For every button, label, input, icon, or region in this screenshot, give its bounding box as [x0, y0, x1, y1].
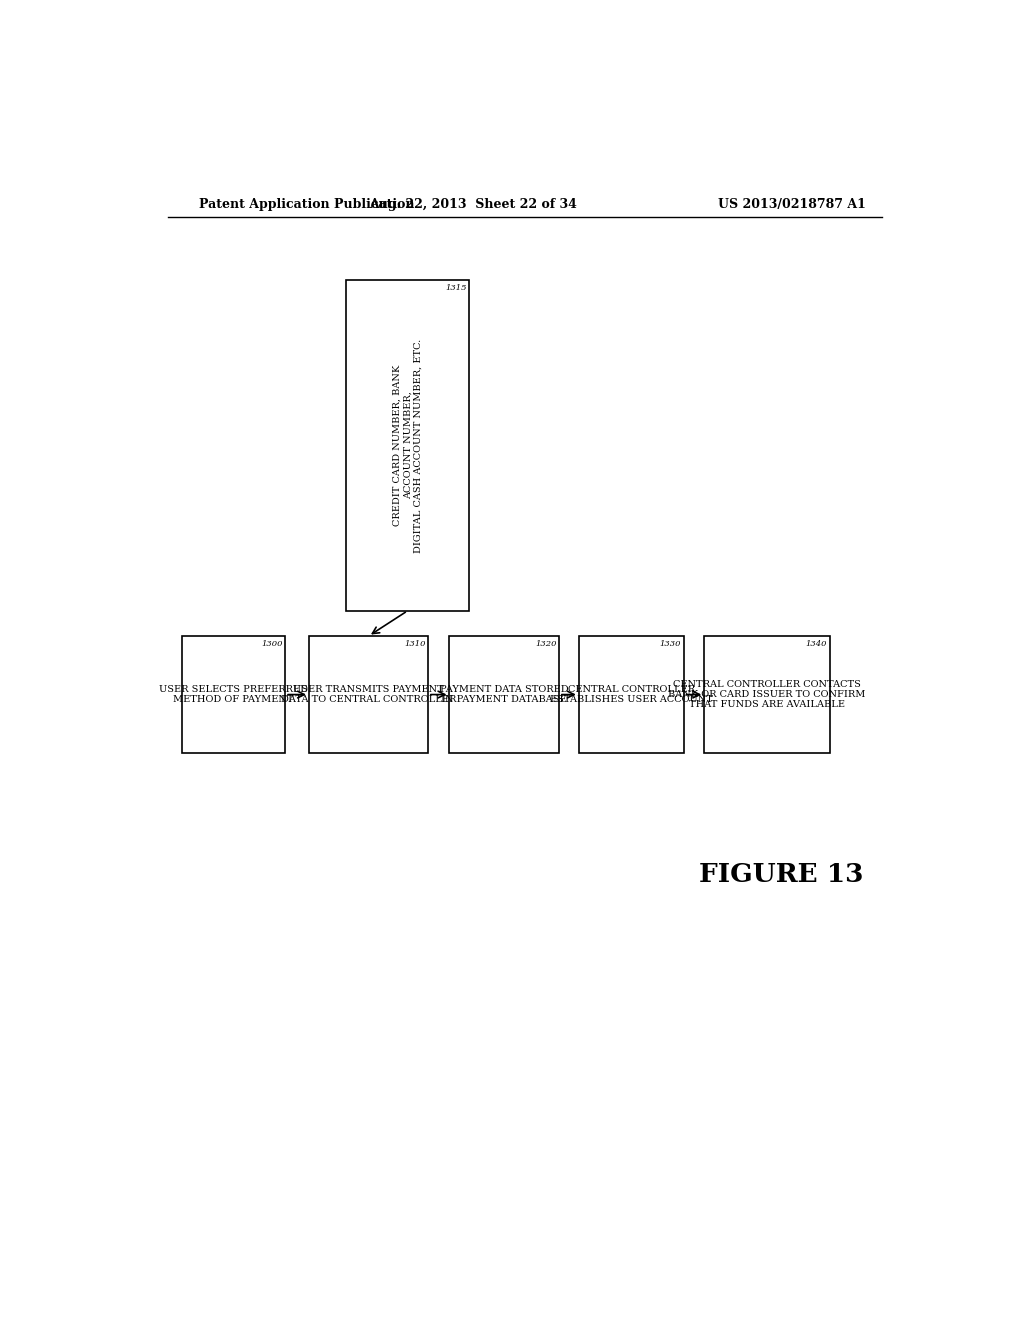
- Text: US 2013/0218787 A1: US 2013/0218787 A1: [718, 198, 866, 211]
- FancyBboxPatch shape: [182, 636, 285, 752]
- Text: FIGURE 13: FIGURE 13: [699, 862, 864, 887]
- FancyBboxPatch shape: [346, 280, 469, 611]
- FancyBboxPatch shape: [705, 636, 829, 752]
- Text: PAYMENT DATA STORED
IN PAYMENT DATABASE: PAYMENT DATA STORED IN PAYMENT DATABASE: [440, 685, 568, 705]
- FancyBboxPatch shape: [309, 636, 428, 752]
- Text: Aug. 22, 2013  Sheet 22 of 34: Aug. 22, 2013 Sheet 22 of 34: [370, 198, 578, 211]
- Text: USER TRANSMITS PAYMENT
DATA TO CENTRAL CONTROLLER: USER TRANSMITS PAYMENT DATA TO CENTRAL C…: [281, 685, 456, 705]
- Text: 1300: 1300: [261, 640, 283, 648]
- Text: 1315: 1315: [445, 284, 467, 293]
- FancyBboxPatch shape: [579, 636, 684, 752]
- Text: USER SELECTS PREFERRED
METHOD OF PAYMENT: USER SELECTS PREFERRED METHOD OF PAYMENT: [159, 685, 308, 705]
- Text: 1310: 1310: [404, 640, 426, 648]
- Text: CENTRAL CONTROLLER CONTACTS
BANK OR CARD ISSUER TO CONFIRM
THAT FUNDS ARE AVAILA: CENTRAL CONTROLLER CONTACTS BANK OR CARD…: [669, 680, 865, 709]
- Text: 1320: 1320: [536, 640, 557, 648]
- FancyBboxPatch shape: [450, 636, 559, 752]
- Text: Patent Application Publication: Patent Application Publication: [200, 198, 415, 211]
- Text: CREDIT CARD NUMBER, BANK
ACCOUNT NUMBER,
DIGITAL CASH ACCOUNT NUMBER, ETC.: CREDIT CARD NUMBER, BANK ACCOUNT NUMBER,…: [393, 338, 423, 553]
- Text: 1330: 1330: [659, 640, 681, 648]
- Text: CENTRAL CONTROLLER
ESTABLISHES USER ACCOUNT: CENTRAL CONTROLLER ESTABLISHES USER ACCO…: [550, 685, 713, 705]
- Text: 1340: 1340: [806, 640, 827, 648]
